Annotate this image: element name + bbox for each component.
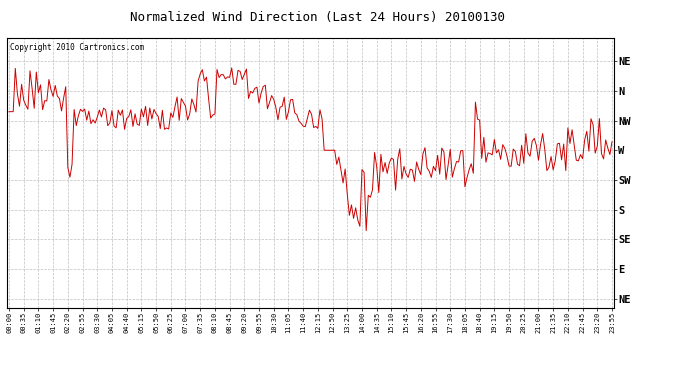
Text: Copyright 2010 Cartronics.com: Copyright 2010 Cartronics.com [10, 43, 144, 52]
Text: Normalized Wind Direction (Last 24 Hours) 20100130: Normalized Wind Direction (Last 24 Hours… [130, 11, 505, 24]
